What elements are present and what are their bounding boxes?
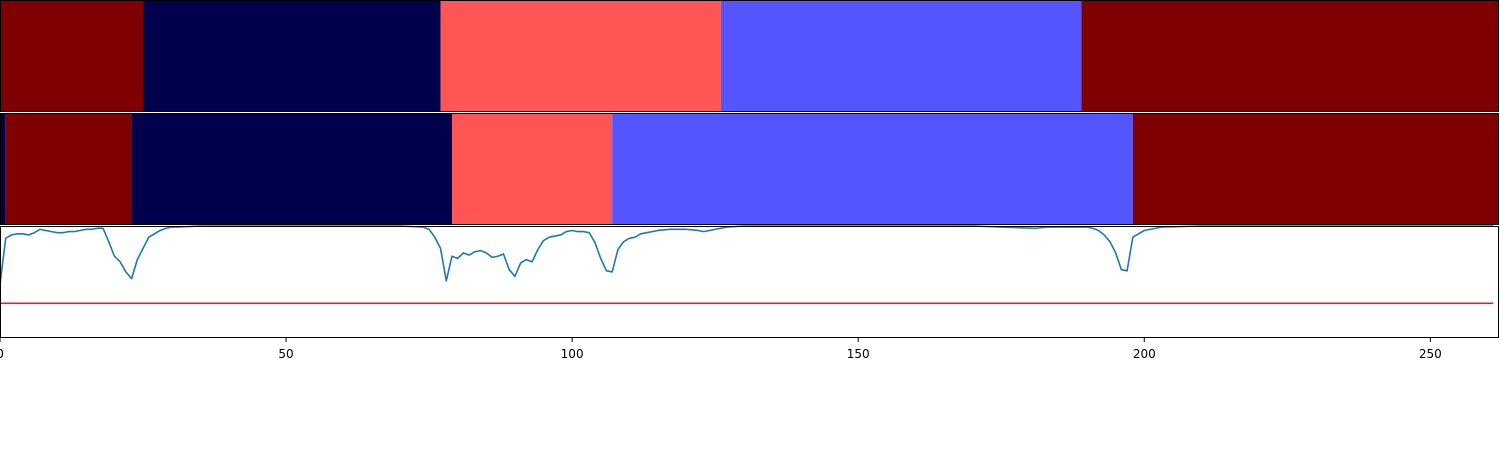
top-heatmap-panel	[0, 0, 1499, 112]
line-plot-background	[0, 226, 1499, 338]
x-tick-label-100: 100	[561, 347, 584, 361]
middle-heatmap-segment-3	[451, 113, 613, 225]
middle-heatmap-segment-4	[612, 113, 1133, 225]
x-tick-label-200: 200	[1133, 347, 1156, 361]
middle-heatmap-segment-5	[1132, 113, 1499, 225]
top-heatmap-segment-1	[143, 0, 441, 112]
line-plot-panel	[0, 225, 1499, 338]
top-heatmap-segment-4	[1081, 0, 1499, 112]
x-tick-label-150: 150	[847, 347, 870, 361]
top-heatmap-segment-3	[720, 0, 1082, 112]
middle-heatmap-segment-0	[0, 113, 6, 225]
x-axis: 0 50 100 150 200 250	[0, 338, 1442, 361]
top-heatmap-segment-2	[440, 0, 721, 112]
top-panel-frame	[0, 0, 1499, 112]
middle-heatmap-panel	[0, 113, 1499, 225]
bottom-panel-frame	[0, 226, 1499, 338]
x-tick-label-250: 250	[1419, 347, 1442, 361]
series-line-0	[0, 225, 1494, 285]
top-heatmap-segment-0	[0, 0, 144, 112]
middle-heatmap-segment-1	[5, 113, 132, 225]
x-tick-label-0: 0	[0, 347, 4, 361]
middle-heatmap-segment-2	[131, 113, 452, 225]
x-tick-label-50: 50	[278, 347, 293, 361]
middle-panel-frame	[0, 113, 1499, 225]
